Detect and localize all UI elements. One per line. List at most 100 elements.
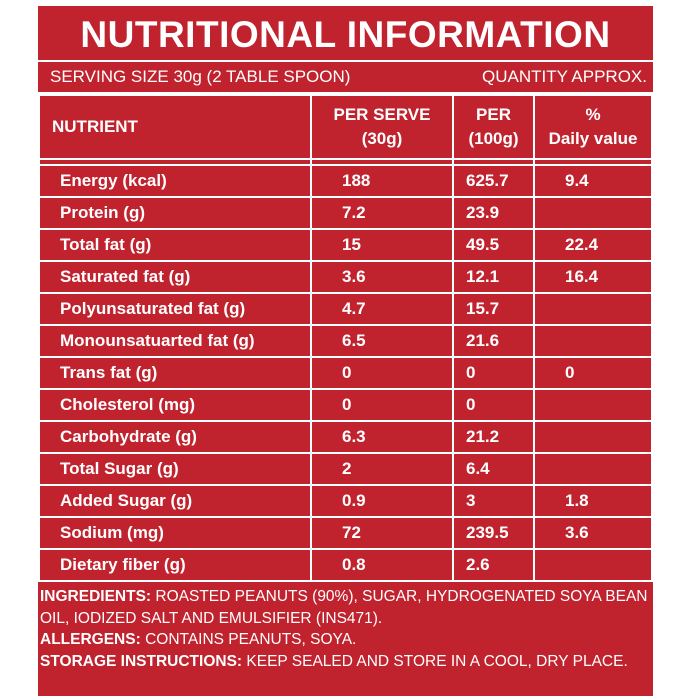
nutrient-name: Dietary fiber (g) (38, 548, 312, 582)
daily-value (533, 196, 653, 230)
nutrient-name: Saturated fat (g) (38, 260, 312, 294)
nutrient-row: Protein (g) 7.2 23.9 (38, 196, 653, 230)
nutrient-row: Sodium (mg) 72 239.5 3.6 (38, 516, 653, 550)
per-100g: 239.5 (452, 516, 535, 550)
nutrition-panel: NUTRITIONAL INFORMATION SERVING SIZE 30g… (36, 4, 655, 698)
nutrient-name: Trans fat (g) (38, 356, 312, 390)
nutrient-row: Cholesterol (mg) 0 0 (38, 388, 653, 422)
column-header: NUTRIENT (38, 94, 312, 160)
daily-value: 9.4 (533, 164, 653, 198)
header-line: (100g) (468, 129, 519, 148)
per-serve: 72 (310, 516, 454, 550)
nutrient-name: Added Sugar (g) (38, 484, 312, 518)
header-line: PER SERVE (333, 105, 431, 124)
daily-value: 22.4 (533, 228, 653, 262)
footer-label: ALLERGENS: (40, 631, 141, 648)
spacer-cell (38, 159, 312, 165)
per-100g: 625.7 (452, 164, 535, 198)
daily-value: 0 (533, 356, 653, 390)
per-serve: 0 (310, 388, 454, 422)
per-100g: 0 (452, 388, 535, 422)
nutrient-row: Polyunsaturated fat (g) 4.7 15.7 (38, 292, 653, 326)
daily-value (533, 324, 653, 358)
footer-allergens: ALLERGENS: CONTAINS PEANUTS, SOYA. (40, 629, 651, 651)
per-serve: 0.8 (310, 548, 454, 582)
header-line: Daily value (548, 129, 638, 148)
nutrient-name: Monounsatuarted fat (g) (38, 324, 312, 358)
footer-storage: STORAGE INSTRUCTIONS: KEEP SEALED AND ST… (40, 651, 651, 673)
header-line: % (585, 105, 601, 124)
per-100g: 23.9 (452, 196, 535, 230)
nutrient-name: Total Sugar (g) (38, 452, 312, 486)
per-serve: 3.6 (310, 260, 454, 294)
footer-label: INGREDIENTS: (40, 588, 152, 605)
per-serve: 4.7 (310, 292, 454, 326)
daily-value (533, 388, 653, 422)
daily-value: 3.6 (533, 516, 653, 550)
per-serve: 188 (310, 164, 454, 198)
header-line: PER (476, 105, 511, 124)
spacer-cell (533, 159, 653, 165)
nutrient-name: Total fat (g) (38, 228, 312, 262)
per-100g: 12.1 (452, 260, 535, 294)
footer-label: STORAGE INSTRUCTIONS: (40, 652, 243, 670)
daily-value: 1.8 (533, 484, 653, 518)
daily-value (533, 548, 653, 582)
nutrient-name: Sodium (mg) (38, 516, 312, 550)
per-serve: 0 (310, 356, 454, 390)
daily-value (533, 292, 653, 326)
spacer-cell (310, 159, 454, 165)
spacer-cell (452, 159, 535, 165)
per-100g: 15.7 (452, 292, 535, 326)
nutrient-row: Dietary fiber (g) 0.8 2.6 (38, 548, 653, 582)
nutrient-name: Energy (kcal) (38, 164, 312, 198)
column-header: % Daily value (533, 94, 653, 160)
per-100g: 2.6 (452, 548, 535, 582)
per-100g: 6.4 (452, 452, 535, 486)
per-100g: 3 (452, 484, 535, 518)
nutrient-name: Carbohydrate (g) (38, 420, 312, 454)
quantity: QUANTITY APPROX. (481, 67, 647, 86)
footer-text: KEEP SEALED AND STORE IN A COOL, DRY PLA… (246, 652, 628, 670)
per-serve: 7.2 (310, 196, 454, 230)
per-100g: 49.5 (452, 228, 535, 262)
column-header: PER SERVE (30g) (310, 94, 454, 160)
nutrient-row: Carbohydrate (g) 6.3 21.2 (38, 420, 653, 454)
nutrient-row: Saturated fat (g) 3.6 12.1 16.4 (38, 260, 653, 294)
per-serve: 2 (310, 452, 454, 486)
footer: INGREDIENTS: ROASTED PEANUTS (90%), SUGA… (38, 582, 653, 672)
daily-value (533, 452, 653, 486)
nutrient-row: Monounsatuarted fat (g) 6.5 21.6 (38, 324, 653, 358)
daily-value (533, 420, 653, 454)
header-row: NUTRIENT PER SERVE (30g) PER (100g)% Daily va… (38, 94, 653, 160)
footer-text: ROASTED PEANUTS (90%), SUGAR, HYDROGENAT… (40, 588, 648, 627)
nutrient-row: Added Sugar (g) 0.9 3 1.8 (38, 484, 653, 518)
daily-value: 16.4 (533, 260, 653, 294)
title: NUTRITIONAL INFORMATION (38, 6, 653, 62)
per-serve: 6.3 (310, 420, 454, 454)
nutrient-row: Total Sugar (g) 2 6.4 (38, 452, 653, 486)
footer-text: CONTAINS PEANUTS, SOYA. (145, 631, 357, 648)
nutrition-table: NUTRIENT PER SERVE (30g) PER (100g)% Daily va… (38, 94, 653, 582)
table-body: Energy (kcal) 188 625.7 9.4 Protein (g) 7.2 23… (38, 159, 653, 582)
header-line: (30g) (361, 129, 403, 148)
nutrient-row: Total fat (g) 15 49.5 22.4 (38, 228, 653, 262)
per-serve: 6.5 (310, 324, 454, 358)
nutrient-name: Cholesterol (mg) (38, 388, 312, 422)
serving-row: SERVING SIZE 30g (2 TABLE SPOON) QUANTIT… (38, 62, 653, 94)
serving-size: SERVING SIZE 30g (2 TABLE SPOON) (50, 67, 351, 86)
per-serve: 0.9 (310, 484, 454, 518)
nutrient-name: Polyunsaturated fat (g) (38, 292, 312, 326)
spacer (38, 159, 653, 165)
nutrient-row: Energy (kcal) 188 625.7 9.4 (38, 164, 653, 198)
column-header: PER (100g) (452, 94, 535, 160)
footer-ingredients: INGREDIENTS: ROASTED PEANUTS (90%), SUGA… (40, 586, 651, 629)
per-100g: 21.6 (452, 324, 535, 358)
per-100g: 21.2 (452, 420, 535, 454)
header-line: NUTRIENT (52, 117, 138, 136)
per-serve: 15 (310, 228, 454, 262)
per-100g: 0 (452, 356, 535, 390)
nutrient-row: Trans fat (g) 0 0 0 (38, 356, 653, 390)
nutrient-name: Protein (g) (38, 196, 312, 230)
